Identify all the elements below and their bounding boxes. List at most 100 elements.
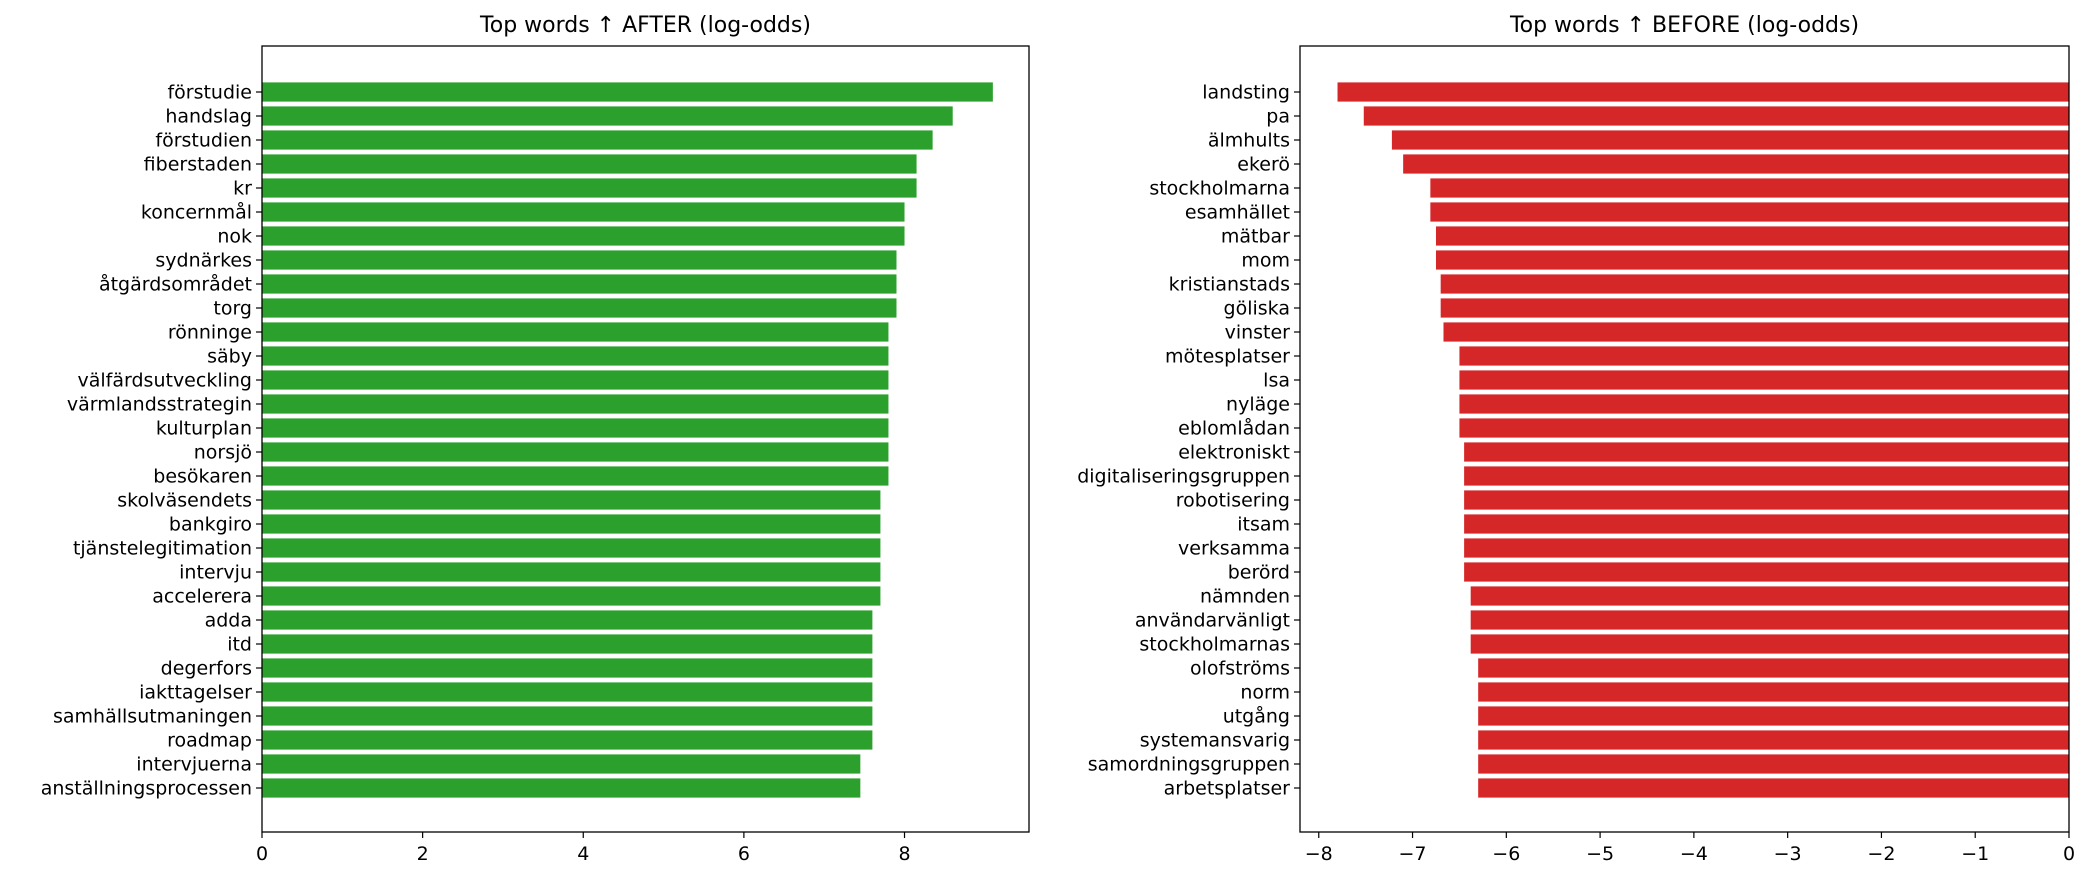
after-x-tick-label: 0 xyxy=(256,843,268,865)
after-category-label: torg xyxy=(213,298,252,320)
after-bar xyxy=(262,730,873,750)
after-bar xyxy=(262,106,953,126)
before-bar xyxy=(1478,706,2069,726)
after-bar xyxy=(262,706,873,726)
before-bar xyxy=(1464,562,2069,582)
after-category-label: besökaren xyxy=(153,466,252,488)
after-x-tick-label: 8 xyxy=(898,843,910,865)
before-category-label: verksamma xyxy=(1178,538,1290,560)
before-bar xyxy=(1464,490,2069,510)
after-category-label: kr xyxy=(233,178,252,200)
before-category-label: lsa xyxy=(1263,370,1290,392)
before-category-label: ekerö xyxy=(1237,154,1290,176)
after-bar xyxy=(262,178,917,198)
before-category-label: stockholmarnas xyxy=(1139,634,1290,656)
before-x-tick-label: −2 xyxy=(1867,843,1895,865)
before-bar xyxy=(1391,130,2069,150)
after-category-label: säby xyxy=(207,346,252,368)
before-category-label: esamhället xyxy=(1185,202,1290,224)
after-category-label: anställningsprocessen xyxy=(41,778,252,800)
after-category-label: nok xyxy=(217,226,252,248)
after-bar xyxy=(262,586,881,606)
after-bar xyxy=(262,322,889,342)
after-category-label: tjänstelegitimation xyxy=(73,538,252,560)
after-chart-title: Top words ↑ AFTER (log-odds) xyxy=(479,13,811,38)
after-category-label: samhällsutmaningen xyxy=(53,706,252,728)
before-x-tick-label: 0 xyxy=(2063,843,2075,865)
after-category-label: skolväsendets xyxy=(117,490,252,512)
after-category-label: iakttagelser xyxy=(139,682,252,704)
before-bar xyxy=(1478,778,2069,798)
before-category-label: pa xyxy=(1266,106,1290,128)
after-bar xyxy=(262,562,881,582)
before-bar xyxy=(1435,226,2069,246)
after-category-label: intervjuerna xyxy=(136,754,252,776)
before-category-label: kristianstads xyxy=(1169,274,1290,296)
before-category-label: elektroniskt xyxy=(1178,442,1290,464)
before-category-label: vinster xyxy=(1225,322,1291,344)
before-category-label: systemansvarig xyxy=(1140,730,1290,752)
after-category-label: bankgiro xyxy=(169,514,252,536)
after-category-label: värmlandsstrategin xyxy=(67,394,252,416)
after-category-label: välfärdsutveckling xyxy=(78,370,252,392)
after-category-label: itd xyxy=(227,634,252,656)
before-category-label: mom xyxy=(1241,250,1290,272)
before-bar xyxy=(1459,370,2069,390)
before-x-tick-label: −8 xyxy=(1305,843,1333,865)
after-x-tick-label: 2 xyxy=(417,843,429,865)
after-bar xyxy=(262,610,873,630)
before-category-label: älmhults xyxy=(1208,130,1290,152)
before-axes-frame xyxy=(1299,45,2070,833)
after-bar xyxy=(262,778,861,798)
after-bar xyxy=(262,202,905,222)
after-bar xyxy=(262,442,889,462)
after-bar xyxy=(262,514,881,534)
before-category-label: samordningsgruppen xyxy=(1088,754,1290,776)
before-x-tick-label: −5 xyxy=(1586,843,1614,865)
after-bar xyxy=(262,250,897,270)
before-category-label: mätbar xyxy=(1221,226,1290,248)
before-bar xyxy=(1440,274,2069,294)
after-category-label: adda xyxy=(205,610,252,632)
after-bar xyxy=(262,82,993,102)
before-category-label: göliska xyxy=(1224,298,1290,320)
after-category-label: rönninge xyxy=(168,322,252,344)
after-category-label: handslag xyxy=(165,106,252,128)
before-bar xyxy=(1403,154,2069,174)
before-bar xyxy=(1478,754,2069,774)
before-bar xyxy=(1470,634,2069,654)
before-bar xyxy=(1464,442,2069,462)
before-bar xyxy=(1464,514,2069,534)
after-category-label: åtgärdsområdet xyxy=(99,273,252,296)
before-bar xyxy=(1337,82,2069,102)
before-category-label: norm xyxy=(1240,682,1290,704)
after-bar xyxy=(262,658,873,678)
after-category-label: sydnärkes xyxy=(155,250,252,272)
after-bar xyxy=(262,490,881,510)
before-category-label: olofströms xyxy=(1190,658,1290,680)
before-x-tick-label: −3 xyxy=(1774,843,1802,865)
before-category-label: stockholmarna xyxy=(1149,178,1290,200)
after-category-label: fiberstaden xyxy=(144,154,252,176)
before-bar xyxy=(1478,658,2069,678)
before-category-label: mötesplatser xyxy=(1165,346,1290,368)
after-bar xyxy=(262,394,889,414)
after-bar xyxy=(262,466,889,486)
before-category-label: nämnden xyxy=(1200,586,1290,608)
before-chart-title: Top words ↑ BEFORE (log-odds) xyxy=(1509,13,1859,38)
after-category-label: degerfors xyxy=(161,658,252,680)
after-bar xyxy=(262,298,897,318)
before-bar xyxy=(1459,418,2069,438)
before-bar xyxy=(1435,250,2069,270)
before-bar xyxy=(1459,346,2069,366)
before-bar xyxy=(1470,586,2069,606)
before-bar xyxy=(1459,394,2069,414)
after-bar xyxy=(262,154,917,174)
after-category-label: norsjö xyxy=(194,442,252,464)
after-bar xyxy=(262,682,873,702)
after-bar xyxy=(262,226,905,246)
after-x-tick-label: 6 xyxy=(738,843,750,865)
before-bar xyxy=(1430,178,2069,198)
before-category-label: eblomlådan xyxy=(1178,417,1290,440)
before-bar xyxy=(1363,106,2069,126)
